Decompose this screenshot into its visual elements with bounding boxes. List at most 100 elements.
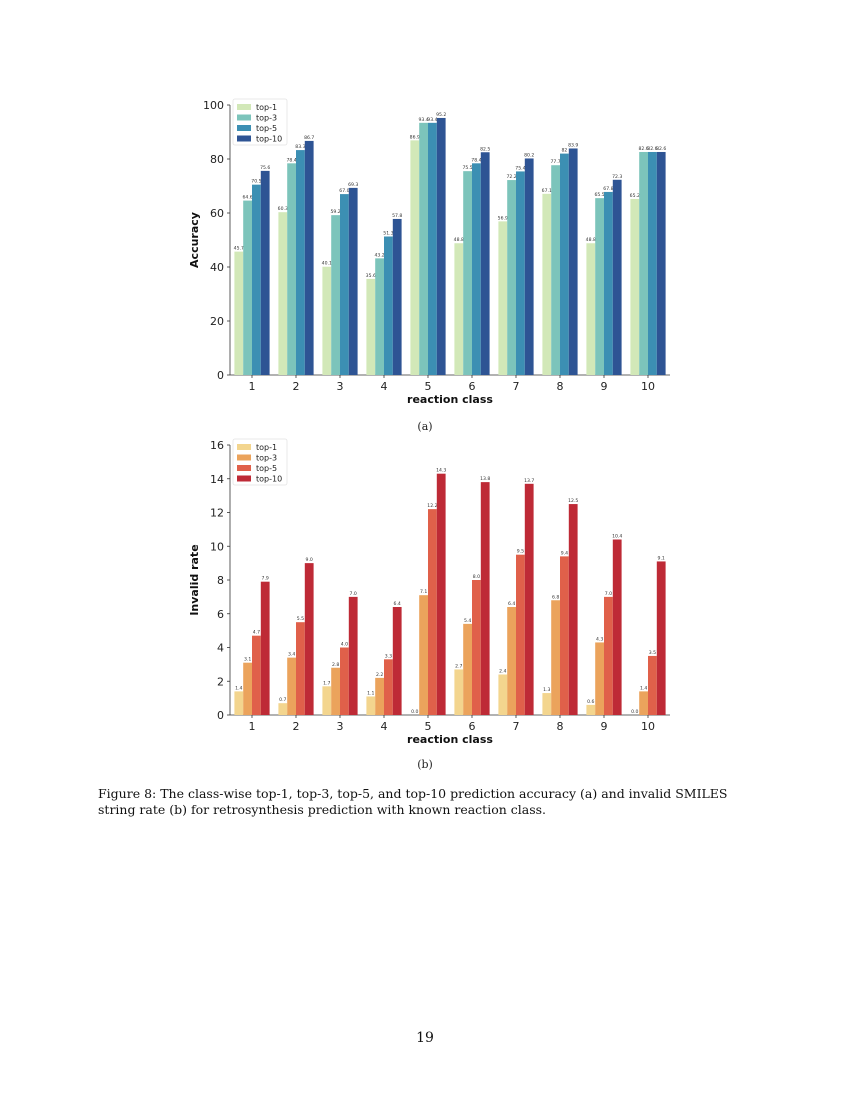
- x-tick-label: 2: [293, 720, 300, 733]
- page-number: 19: [416, 1030, 434, 1046]
- bar-data-label: 6.8: [552, 594, 559, 600]
- legend-label-top-3: top-3: [256, 454, 277, 463]
- bar-data-label: 1.4: [235, 685, 242, 691]
- bar-data-label: 3.1: [244, 657, 251, 663]
- bar-top-5: [516, 554, 525, 715]
- bar-top-5: [560, 153, 569, 375]
- bar-top-1: [410, 140, 420, 375]
- bar-top-3: [507, 607, 516, 715]
- bar-data-label: 75.5: [462, 165, 472, 171]
- bar-top-3: [595, 198, 604, 375]
- bar-top-1: [542, 693, 552, 715]
- bar-data-label: 93.4: [427, 117, 437, 123]
- bar-data-label: 59.2: [330, 209, 340, 215]
- bar-top-5: [604, 596, 613, 715]
- bar-data-label: 5.4: [464, 618, 471, 624]
- bar-top-10: [568, 504, 578, 715]
- bar-top-10: [480, 482, 490, 715]
- bar-top-1: [586, 243, 596, 375]
- x-tick-label: 7: [513, 720, 520, 733]
- bar-data-label: 0.0: [411, 709, 418, 715]
- bar-data-label: 65.2: [630, 193, 640, 199]
- bar-data-label: 9.5: [517, 549, 524, 555]
- x-axis-title: reaction class: [407, 733, 493, 746]
- bar-top-3: [507, 180, 516, 375]
- bar-top-5: [472, 580, 481, 715]
- bar-data-label: 86.7: [304, 135, 314, 141]
- legend-swatch-top-10: [237, 475, 251, 482]
- bar-top-5: [648, 655, 657, 715]
- bar-top-3: [551, 165, 560, 375]
- bar-data-label: 5.5: [297, 616, 304, 622]
- y-tick-label: 14: [210, 473, 224, 486]
- bar-data-label: 0.6: [587, 699, 594, 705]
- bar-top-1: [234, 251, 244, 375]
- x-tick-label: 1: [249, 380, 256, 393]
- bar-data-label: 13.7: [524, 478, 534, 484]
- bar-data-label: 7.0: [605, 591, 612, 597]
- bar-top-10: [260, 581, 270, 715]
- bar-top-3: [639, 691, 648, 715]
- y-tick-label: 0: [217, 369, 224, 382]
- legend-label-top-5: top-5: [256, 464, 277, 473]
- legend-label-top-3: top-3: [256, 114, 277, 123]
- bar-data-label: 83.9: [568, 142, 578, 148]
- legend-swatch-top-1: [237, 444, 251, 450]
- bar-top-1: [630, 198, 640, 375]
- y-axis-title: Accuracy: [188, 212, 201, 268]
- bar-top-10: [304, 563, 314, 715]
- invalid-rate-chart: 0 2 4 6 8 10 12 14 16 1 2 3 4 5 6 7 8 9 10 1.4 0.7 1.7 1.1 0.0 2…: [0, 430, 850, 750]
- bar-data-label: 3.4: [288, 652, 295, 658]
- bar-top-5: [296, 150, 305, 375]
- y-tick-label: 2: [217, 675, 224, 688]
- bar-top-3: [243, 662, 252, 715]
- legend-box: [232, 438, 288, 486]
- legend-swatch-top-3: [237, 114, 251, 121]
- bar-top-1: [366, 696, 376, 715]
- bar-top-1: [322, 686, 332, 715]
- bar-data-label: 72.2: [506, 174, 516, 180]
- bar-data-label: 2.7: [455, 663, 462, 669]
- bar-top-10: [392, 607, 402, 715]
- bar-data-label: 45.7: [234, 246, 244, 252]
- legend-label-top-10: top-10: [256, 135, 282, 144]
- y-tick-label: 0: [217, 709, 224, 722]
- y-tick-label: 10: [210, 540, 224, 553]
- x-tick-label: 7: [513, 380, 520, 393]
- x-tick-label: 5: [425, 720, 432, 733]
- subfigure-label-b: (b): [417, 758, 433, 771]
- bar-data-label: 35.6: [366, 273, 376, 279]
- x-tick-label: 4: [381, 380, 388, 393]
- bar-data-label: 77.7: [550, 159, 560, 165]
- bar-top-3: [375, 258, 384, 375]
- bar-data-label: 0.7: [279, 697, 286, 703]
- bar-top-5: [340, 647, 349, 715]
- bar-data-label: 4.0: [341, 642, 348, 648]
- bar-top-3: [331, 215, 340, 375]
- bar-top-1: [454, 669, 464, 715]
- x-tick-label: 9: [601, 720, 608, 733]
- bar-data-label: 7.9: [262, 576, 269, 582]
- bar-top-3: [375, 677, 384, 715]
- bar-data-label: 67.8: [603, 186, 613, 192]
- bar-data-label: 7.0: [350, 591, 357, 597]
- legend-swatch-top-1: [237, 104, 251, 110]
- subfigure-label-a: (a): [417, 420, 433, 433]
- bar-data-label: 2.2: [376, 672, 383, 678]
- bar-data-label: 86.9: [410, 134, 420, 140]
- bar-data-label: 82.6: [656, 146, 666, 152]
- bar-data-label: 78.4: [286, 157, 296, 163]
- bar-data-label: 6.4: [394, 601, 401, 607]
- y-tick-label: 80: [210, 153, 224, 166]
- bar-data-label: 3.5: [649, 650, 656, 656]
- bar-data-label: 1.3: [543, 687, 550, 693]
- bar-data-label: 82: [561, 148, 567, 154]
- bar-data-label: 65.5: [594, 192, 604, 198]
- bar-top-5: [648, 151, 657, 375]
- bar-top-1: [366, 278, 376, 375]
- bar-top-3: [639, 151, 648, 375]
- y-tick-label: 12: [210, 507, 224, 520]
- y-tick-label: 100: [203, 99, 224, 112]
- bar-data-label: 95.2: [436, 112, 446, 118]
